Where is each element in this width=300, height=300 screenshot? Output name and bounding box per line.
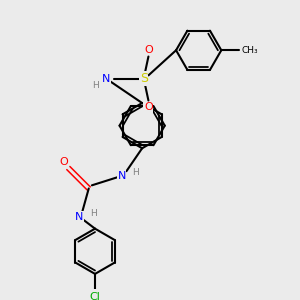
Text: H: H bbox=[92, 81, 98, 90]
Text: N: N bbox=[75, 212, 83, 222]
Text: S: S bbox=[140, 72, 148, 85]
Text: O: O bbox=[144, 45, 153, 55]
Text: H: H bbox=[133, 168, 139, 177]
Text: N: N bbox=[118, 171, 126, 181]
Text: O: O bbox=[144, 102, 153, 112]
Text: O: O bbox=[59, 158, 68, 167]
Text: CH₃: CH₃ bbox=[241, 46, 258, 55]
Text: Cl: Cl bbox=[90, 292, 101, 300]
Text: H: H bbox=[90, 209, 97, 218]
Text: N: N bbox=[102, 74, 110, 83]
